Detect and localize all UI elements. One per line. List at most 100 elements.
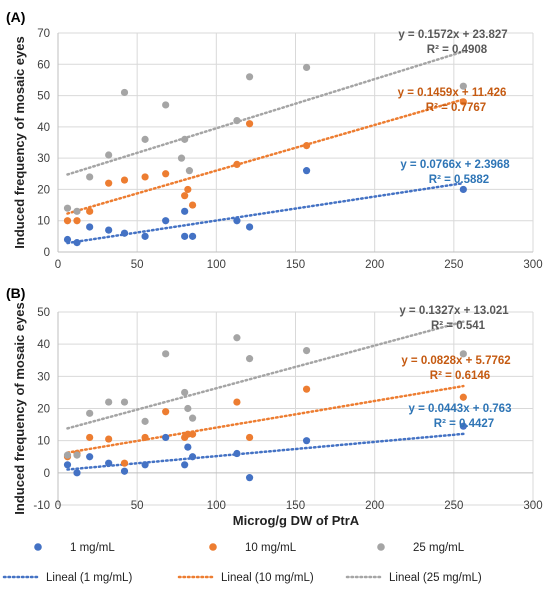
data-point <box>86 207 94 215</box>
data-point <box>181 232 189 240</box>
data-point <box>302 167 311 175</box>
data-point <box>120 229 129 237</box>
data-point <box>233 160 241 168</box>
data-point <box>120 88 129 97</box>
data-point <box>184 404 192 413</box>
x-tick-label: 300 <box>523 259 542 271</box>
data-point <box>105 226 113 234</box>
trend-r2-label: R² = 0.7767 <box>426 102 486 114</box>
data-point <box>162 101 170 109</box>
data-point <box>245 474 254 482</box>
data-point <box>184 185 192 194</box>
legend-label: Lineal (1 mg/mL) <box>46 572 132 584</box>
y-tick-label: 30 <box>37 371 50 383</box>
data-point <box>459 393 467 401</box>
data-point <box>73 469 81 477</box>
trendline-10-mg-mL <box>66 384 465 454</box>
data-point <box>302 347 311 355</box>
data-point <box>302 437 311 445</box>
chart-panel-a: 0 10 20 30 40 50 60 70 0 50 100 150 200 250 300 (A) Indu… <box>6 9 543 271</box>
x-tick-label: 100 <box>207 259 226 271</box>
y-tick-label: 40 <box>37 339 50 351</box>
data-point <box>162 170 170 178</box>
trend-r2-label: R² = 0.5882 <box>429 174 489 186</box>
y-tick-label: 0 <box>44 468 50 480</box>
data-point <box>233 117 241 125</box>
data-point <box>188 201 197 209</box>
data-point <box>105 435 113 443</box>
data-point <box>459 422 467 430</box>
data-point <box>73 217 81 225</box>
x-tick-label: 50 <box>131 259 144 271</box>
data-point <box>459 98 467 106</box>
panel-label: (B) <box>6 285 25 301</box>
data-point <box>188 232 197 240</box>
data-point <box>302 142 311 150</box>
y-tick-label: 20 <box>37 404 50 416</box>
trendline-1-mg-mL <box>66 432 465 471</box>
data-point <box>141 232 149 240</box>
x-tick-label: 0 <box>55 500 61 512</box>
data-point <box>162 217 170 225</box>
data-point <box>105 151 113 159</box>
trend-r2-label: R² = 0.6146 <box>430 370 490 382</box>
data-point <box>245 120 254 128</box>
trend-equation-label: y = 0.1459x + 11.426 <box>398 87 507 99</box>
data-point <box>459 185 467 194</box>
y-tick-label: 0 <box>44 247 50 259</box>
data-point <box>245 73 254 81</box>
trendline-25-mg-mL <box>66 320 465 430</box>
data-point <box>459 82 467 90</box>
trend-equation-label: y = 0.0828x + 5.7762 <box>401 355 510 367</box>
legend-label: Lineal (10 mg/mL) <box>221 572 314 584</box>
y-tick-label: 30 <box>37 153 50 165</box>
data-point <box>120 459 129 467</box>
legend: 1 mg/mL 10 mg/mL 25 mg/mL Lineal (1 mg/mL) L… <box>2 542 482 584</box>
data-point <box>73 207 81 215</box>
y-tick-label: 10 <box>37 216 50 228</box>
trend-r2-label: R² = 0.4427 <box>434 418 494 430</box>
data-point <box>245 355 254 363</box>
trendline-10-mg-mL <box>66 98 465 215</box>
trend-equation-label: y = 0.1572x + 23.827 <box>398 29 507 41</box>
data-point <box>188 430 197 438</box>
data-point <box>105 179 113 187</box>
trendline-1-mg-mL <box>66 181 465 245</box>
data-point <box>181 135 189 143</box>
data-point <box>188 414 197 422</box>
panel-label: (A) <box>6 9 25 25</box>
data-point <box>63 204 72 212</box>
y-tick-label: 10 <box>37 436 50 448</box>
data-point <box>120 398 129 406</box>
data-point <box>141 461 149 469</box>
data-point <box>233 449 241 458</box>
data-point <box>63 217 72 225</box>
y-tick-label: 60 <box>37 59 50 71</box>
data-point <box>302 63 311 72</box>
y-tick-label: 50 <box>37 307 50 319</box>
trend-r2-label: R² = 0.541 <box>431 320 486 332</box>
legend-marker <box>209 543 217 551</box>
data-point <box>63 461 72 469</box>
trend-equation-label: y = 0.1327x + 13.021 <box>399 305 509 317</box>
data-point <box>86 453 94 461</box>
data-point <box>120 467 129 475</box>
data-point <box>86 409 94 417</box>
chart-panel-b: -10 0 10 20 30 40 50 0 50 100 150 200 250 300 (B)Induc… <box>6 285 543 528</box>
y-tick-label: 50 <box>37 91 50 103</box>
data-point <box>105 459 113 467</box>
data-point <box>162 433 170 442</box>
data-point <box>73 239 81 247</box>
data-point <box>245 223 254 231</box>
trend-equation-label: y = 0.0766x + 2.3968 <box>400 159 510 171</box>
y-tick-label: 20 <box>37 184 50 196</box>
data-point <box>233 217 241 225</box>
data-point <box>141 417 149 425</box>
data-point <box>105 398 113 406</box>
x-tick-label: 100 <box>207 500 226 512</box>
x-tick-label: 300 <box>523 500 542 512</box>
x-tick-label: 250 <box>444 500 463 512</box>
data-point <box>184 443 192 451</box>
trend-equation-label: y = 0.0443x + 0.763 <box>409 403 512 415</box>
x-tick-label: 50 <box>131 500 144 512</box>
